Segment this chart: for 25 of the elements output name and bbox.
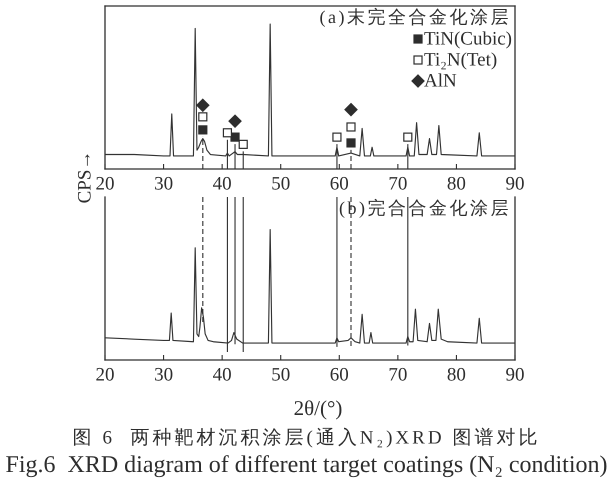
x-tick-label: 60 — [330, 174, 349, 194]
x-tick-label: 90 — [506, 174, 524, 194]
chart-title: (b)完合合金化涂层 — [339, 198, 511, 218]
x-tick-label: 80 — [446, 364, 466, 386]
x-tick-label: 70 — [388, 364, 408, 386]
x-tick-label: 20 — [96, 364, 114, 386]
x-tick-label: 40 — [212, 174, 232, 194]
x-tick-label: 30 — [154, 174, 174, 194]
x-tick-label: 20 — [96, 174, 114, 194]
x-tick-label: 90 — [506, 364, 524, 386]
x-tick-label: 60 — [330, 364, 349, 386]
x-tick-label: 50 — [271, 364, 290, 386]
y-axis-title: CPS→ — [74, 150, 96, 204]
legend-label: Ti₂N(Tet) — [424, 50, 498, 70]
x-axis-title: 2θ/(°) — [294, 396, 342, 420]
legend-label: AlN — [424, 70, 458, 92]
x-tick-label: 80 — [446, 174, 466, 194]
legend-label: TiN(Cubic) — [424, 28, 512, 50]
x-tick-label: 50 — [271, 174, 290, 194]
x-tick-label: 40 — [212, 364, 232, 386]
x-tick-label: 30 — [154, 364, 174, 386]
caption: 图 6 两种靶材沉积涂层(通入N₂)XRD 图谱对比 — [72, 426, 540, 448]
chart-title: (a)末完全合金化涂层 — [320, 7, 511, 27]
caption: Fig.6 XRD diagram of different target coatings (N₂ condition) — [5, 452, 608, 478]
x-tick-label: 70 — [388, 174, 408, 194]
